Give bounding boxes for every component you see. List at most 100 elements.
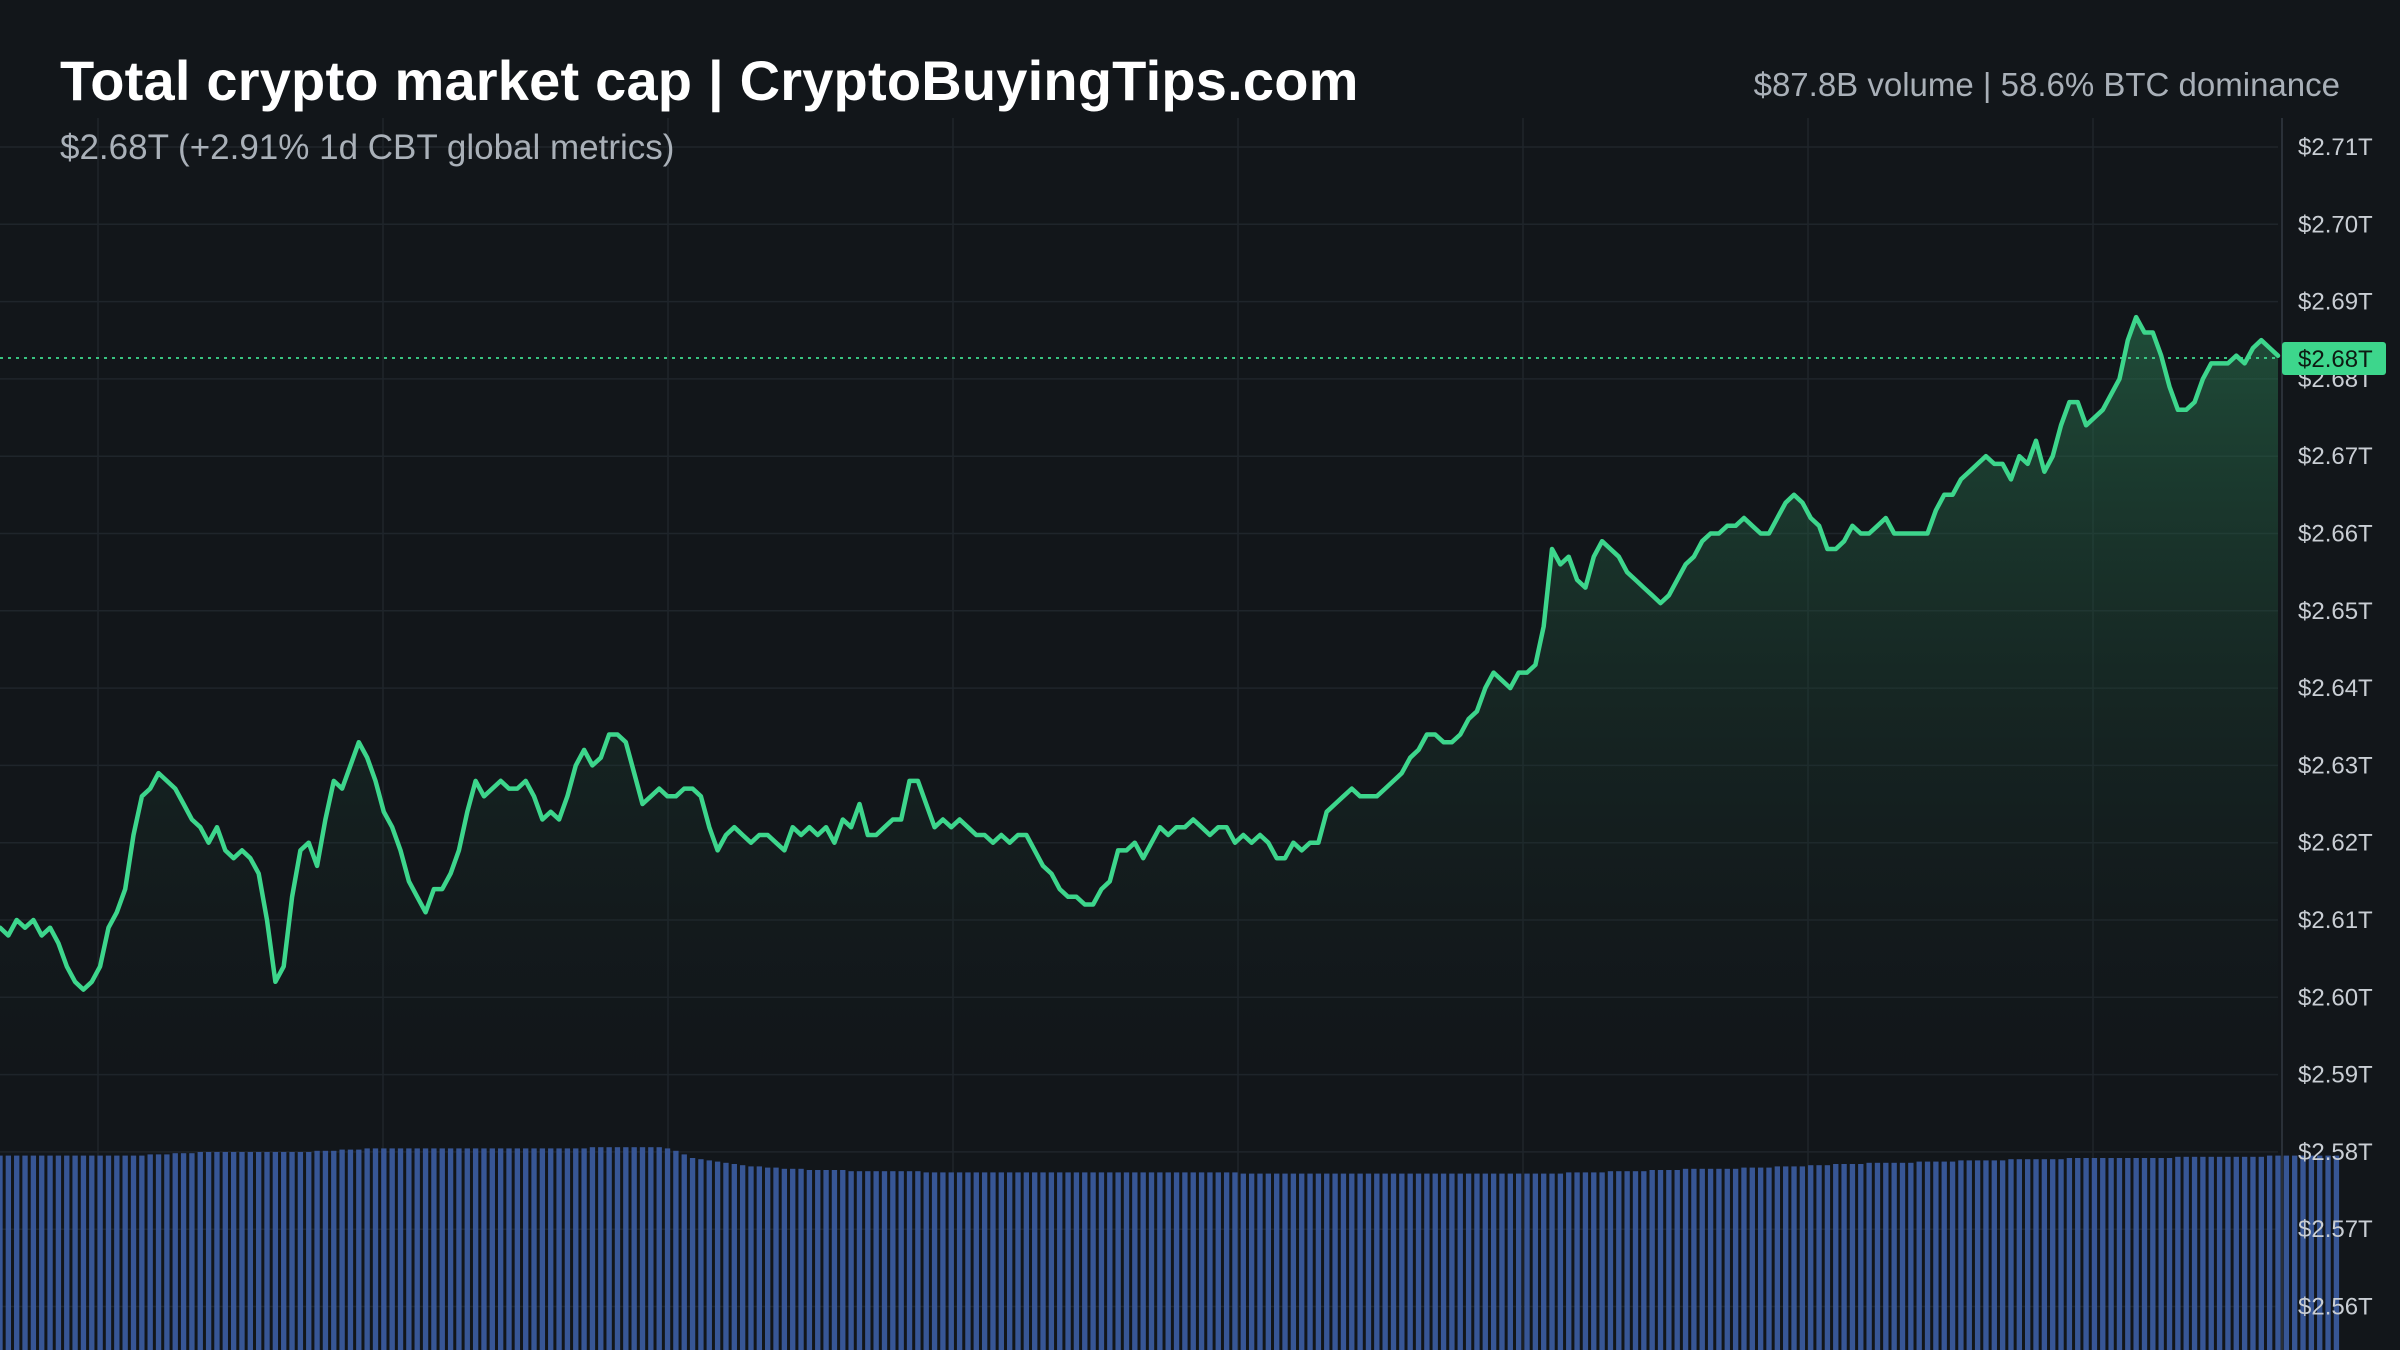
volume-bar xyxy=(72,1155,78,1350)
volume-bar xyxy=(122,1155,128,1350)
volume-bar xyxy=(397,1148,404,1350)
volume-bar xyxy=(1599,1172,1605,1350)
volume-bar xyxy=(673,1150,679,1350)
volume-bar xyxy=(22,1155,28,1350)
volume-bar xyxy=(256,1152,262,1350)
volume-bar xyxy=(956,1172,963,1350)
volume-bar xyxy=(230,1152,237,1350)
volume-bar xyxy=(506,1148,512,1350)
volume-bar xyxy=(1849,1164,1856,1350)
volume-bar xyxy=(2150,1158,2156,1350)
volume-bar xyxy=(0,1155,3,1350)
volume-bar xyxy=(1666,1170,1672,1350)
volume-bar xyxy=(1732,1168,1739,1350)
volume-bar xyxy=(1983,1160,1989,1350)
y-tick-label: $2.56T xyxy=(2298,1294,2373,1321)
volume-bar xyxy=(2216,1156,2223,1350)
volume-bar xyxy=(180,1153,187,1350)
volume-bar xyxy=(656,1147,662,1350)
volume-bar xyxy=(589,1147,596,1350)
volume-bar xyxy=(439,1148,445,1350)
volume-bar xyxy=(155,1154,162,1350)
volume-bar xyxy=(322,1150,329,1350)
volume-bar xyxy=(1941,1161,1947,1350)
volume-bar xyxy=(489,1148,495,1350)
volume-bar xyxy=(289,1152,295,1350)
volume-bar xyxy=(1332,1173,1338,1350)
volume-bar xyxy=(890,1171,896,1350)
y-tick-label: $2.61T xyxy=(2298,907,2373,934)
volume-bar xyxy=(2008,1159,2014,1350)
volume-bar xyxy=(1248,1173,1255,1350)
volume-bar xyxy=(564,1148,571,1350)
volume-bar xyxy=(314,1150,320,1350)
volume-bar xyxy=(1933,1161,1939,1350)
volume-bar xyxy=(1966,1160,1972,1350)
volume-bar xyxy=(923,1172,929,1350)
volume-bar xyxy=(1866,1162,1872,1350)
volume-bar xyxy=(1632,1171,1639,1350)
volume-bar xyxy=(414,1148,420,1350)
volume-bar xyxy=(1107,1172,1113,1350)
volume-bar xyxy=(948,1172,954,1350)
volume-bar xyxy=(1949,1161,1956,1350)
volume-bar xyxy=(1891,1162,1897,1350)
volume-bar xyxy=(1165,1172,1171,1350)
volume-bar xyxy=(331,1150,337,1350)
volume-bar xyxy=(97,1155,103,1350)
volume-bar xyxy=(856,1171,863,1350)
volume-bar xyxy=(1674,1170,1680,1350)
volume-bar xyxy=(1465,1173,1472,1350)
last-value-label: $2.68T xyxy=(2298,346,2373,373)
volume-bar xyxy=(1482,1173,1488,1350)
volume-bar xyxy=(1515,1173,1522,1350)
volume-bar xyxy=(1307,1173,1313,1350)
volume-bar xyxy=(497,1148,504,1350)
volume-bar xyxy=(356,1149,362,1350)
volume-bar xyxy=(2016,1159,2022,1350)
volume-bar xyxy=(1883,1162,1889,1350)
y-tick-label: $2.70T xyxy=(2298,211,2373,238)
y-tick-label: $2.57T xyxy=(2298,1216,2373,1243)
volume-bar xyxy=(1874,1162,1881,1350)
volume-bar xyxy=(2083,1158,2089,1350)
volume-bar xyxy=(281,1152,287,1350)
volume-bar xyxy=(748,1166,754,1350)
volume-bar xyxy=(2300,1155,2306,1350)
volume-bar xyxy=(1265,1173,1272,1350)
y-tick-label: $2.59T xyxy=(2298,1062,2373,1089)
volume-bar xyxy=(606,1147,612,1350)
volume-bar xyxy=(2066,1158,2073,1350)
volume-bar xyxy=(1023,1172,1030,1350)
volume-bar xyxy=(222,1152,228,1350)
volume-bars xyxy=(0,1147,2340,1350)
volume-bar xyxy=(1924,1161,1931,1350)
y-tick-label: $2.63T xyxy=(2298,752,2373,779)
volume-bar xyxy=(1157,1172,1163,1350)
volume-bar xyxy=(1257,1173,1263,1350)
volume-bar xyxy=(372,1148,379,1350)
volume-bar xyxy=(1824,1165,1831,1350)
volume-bar xyxy=(539,1148,546,1350)
volume-bar xyxy=(2091,1158,2098,1350)
price-line-path xyxy=(0,314,2281,992)
y-tick-label: $2.64T xyxy=(2298,675,2373,702)
volume-bar xyxy=(1282,1173,1288,1350)
page-subtitle: $2.68T (+2.91% 1d CBT global metrics) xyxy=(60,128,675,167)
y-tick-label: $2.67T xyxy=(2298,443,2373,470)
volume-bar xyxy=(523,1148,529,1350)
volume-bar xyxy=(1999,1160,2006,1350)
volume-bar xyxy=(1365,1173,1372,1350)
volume-bar xyxy=(272,1152,279,1350)
volume-bar xyxy=(2308,1155,2315,1350)
volume-bar xyxy=(973,1172,979,1350)
volume-bar xyxy=(981,1172,988,1350)
volume-bar xyxy=(1207,1172,1213,1350)
volume-bar xyxy=(1490,1173,1497,1350)
volume-bar xyxy=(214,1152,220,1350)
volume-bar xyxy=(815,1170,821,1350)
volume-bar xyxy=(105,1155,112,1350)
volume-bar xyxy=(197,1152,203,1350)
volume-bar xyxy=(1240,1173,1246,1350)
